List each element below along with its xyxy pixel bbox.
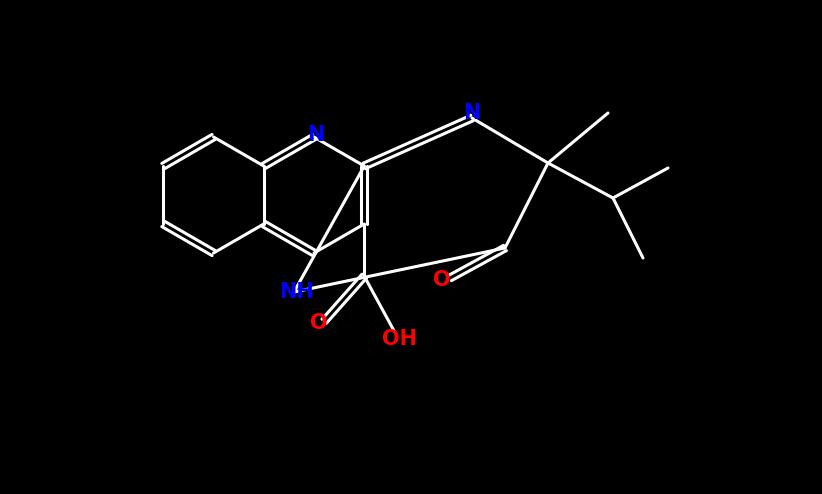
Text: N: N (464, 103, 481, 123)
Text: O: O (433, 270, 450, 290)
Text: NH: NH (279, 282, 313, 302)
Text: N: N (307, 125, 325, 145)
Text: OH: OH (381, 329, 417, 349)
Text: O: O (311, 313, 328, 333)
